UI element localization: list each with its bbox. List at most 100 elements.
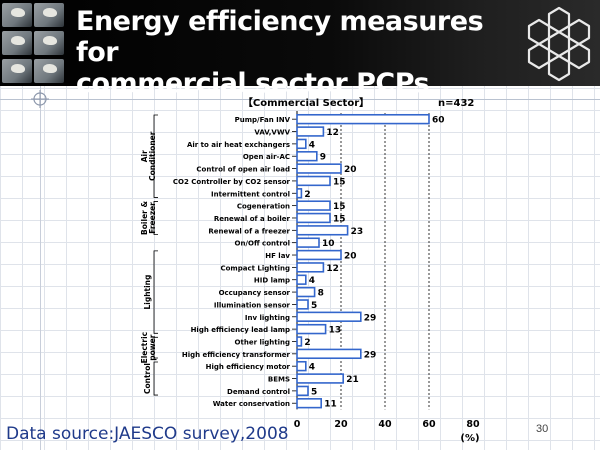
category-label: Demand control <box>227 388 290 396</box>
seagull-photo-strip <box>0 0 70 86</box>
x-tick-label: 40 <box>378 419 392 430</box>
value-label: 23 <box>351 227 364 237</box>
category-label: Other lighting <box>235 338 290 346</box>
value-label: 13 <box>329 326 342 336</box>
bar <box>296 163 342 174</box>
seagull-photo <box>2 3 32 27</box>
bar <box>296 188 303 199</box>
slide-title-line-1: Energy efficiency measures for <box>76 6 484 68</box>
value-label: 5 <box>311 301 317 311</box>
group-bracket <box>153 336 158 359</box>
value-label: 9 <box>320 153 326 163</box>
bar <box>296 126 325 137</box>
bar <box>296 311 362 322</box>
value-label: 20 <box>344 252 357 262</box>
value-label: 29 <box>364 313 377 323</box>
value-label: 8 <box>318 289 324 299</box>
hexagon-lattice-logo <box>527 6 591 82</box>
seagull-photo <box>2 31 32 55</box>
value-label: 2 <box>304 338 310 348</box>
category-label: Air to air heat exchangers <box>187 141 290 149</box>
category-label: Open air-AC <box>243 153 290 161</box>
value-label: 12 <box>326 264 339 274</box>
category-label: Occupancy sensor <box>219 289 291 297</box>
bar <box>296 373 345 384</box>
unit-label: (%) <box>460 433 479 444</box>
value-label: 12 <box>326 128 339 138</box>
category-label: Illumination sensor <box>214 301 291 309</box>
bar <box>296 348 362 360</box>
bar <box>296 262 325 273</box>
seagull-photo <box>34 3 64 27</box>
category-label: HID lamp <box>254 277 290 285</box>
chart-title: 【Commercial Sector】 <box>243 96 369 109</box>
seagull-photo <box>34 31 64 55</box>
bar <box>296 323 327 335</box>
bar <box>296 249 342 261</box>
value-label: 15 <box>333 177 346 187</box>
bar <box>296 398 323 409</box>
slide-title-line-2: commercial sector PCPs <box>76 68 430 99</box>
bar <box>296 113 430 125</box>
group-bracket <box>153 114 158 198</box>
value-label: 4 <box>309 363 315 373</box>
data-source-note: Data source:JAESCO survey,2008 <box>6 424 289 444</box>
category-label: Cogeneration <box>237 203 290 211</box>
bar <box>296 274 307 285</box>
group-label: Electricpower <box>140 332 157 364</box>
bar <box>296 299 309 310</box>
category-label: CO2 Controller by CO2 sensor <box>173 178 291 186</box>
bar <box>296 175 331 187</box>
bar <box>296 151 318 162</box>
group-label: Control <box>143 363 152 394</box>
seagull-photo <box>34 59 64 83</box>
category-label: Water conservation <box>213 400 290 408</box>
group-bracket <box>153 201 158 235</box>
group-bracket <box>153 361 158 396</box>
value-label: 29 <box>364 350 377 360</box>
category-label: VAV,VWV <box>254 129 290 137</box>
crosshair-icon <box>31 90 49 108</box>
category-label: High efficiency transformer <box>182 351 291 359</box>
value-label: 60 <box>432 116 445 126</box>
slide-guide-line-horizontal <box>0 99 600 100</box>
bar <box>296 200 331 211</box>
bar <box>296 212 331 224</box>
category-label: Renewal of a boiler <box>214 215 291 223</box>
category-label: HF lav <box>265 252 290 260</box>
value-label: 11 <box>324 400 337 410</box>
category-label: Compact Lighting <box>220 264 290 272</box>
x-tick-label: 60 <box>422 419 436 430</box>
bar <box>296 225 349 236</box>
bar <box>296 286 316 298</box>
group-label: AirConditioner <box>140 131 157 181</box>
value-label: 10 <box>322 239 335 249</box>
slide-title: Energy efficiency measures for commercia… <box>76 6 496 99</box>
slide-guide-line-vertical <box>40 86 41 450</box>
category-label: BEMS <box>268 376 290 384</box>
category-label: High efficiency lead lamp <box>191 326 290 334</box>
category-label: Inv lighting <box>245 314 290 322</box>
x-tick-label: 20 <box>334 419 348 430</box>
x-tick-label: 0 <box>294 419 301 430</box>
category-label: Intermittent control <box>211 190 290 198</box>
value-label: 2 <box>304 190 310 200</box>
bar <box>296 336 303 347</box>
seagull-photo <box>2 59 32 83</box>
page-number: 30 <box>536 423 549 435</box>
value-label: 4 <box>309 140 315 150</box>
category-label: Renewal of a freezer <box>208 227 290 235</box>
value-label: 21 <box>346 375 359 385</box>
value-label: 15 <box>333 214 346 224</box>
category-label: High efficiency motor <box>206 363 291 371</box>
category-label: Pump/Fan INV <box>235 116 291 124</box>
value-label: 5 <box>311 387 317 397</box>
bar <box>296 138 307 150</box>
group-label: Boiler &Freezer <box>140 201 157 235</box>
group-bracket <box>153 250 158 334</box>
value-label: 20 <box>344 165 357 175</box>
x-tick-label: 80 <box>466 419 480 430</box>
category-label: On/Off control <box>235 240 291 248</box>
value-label: 15 <box>333 202 346 212</box>
